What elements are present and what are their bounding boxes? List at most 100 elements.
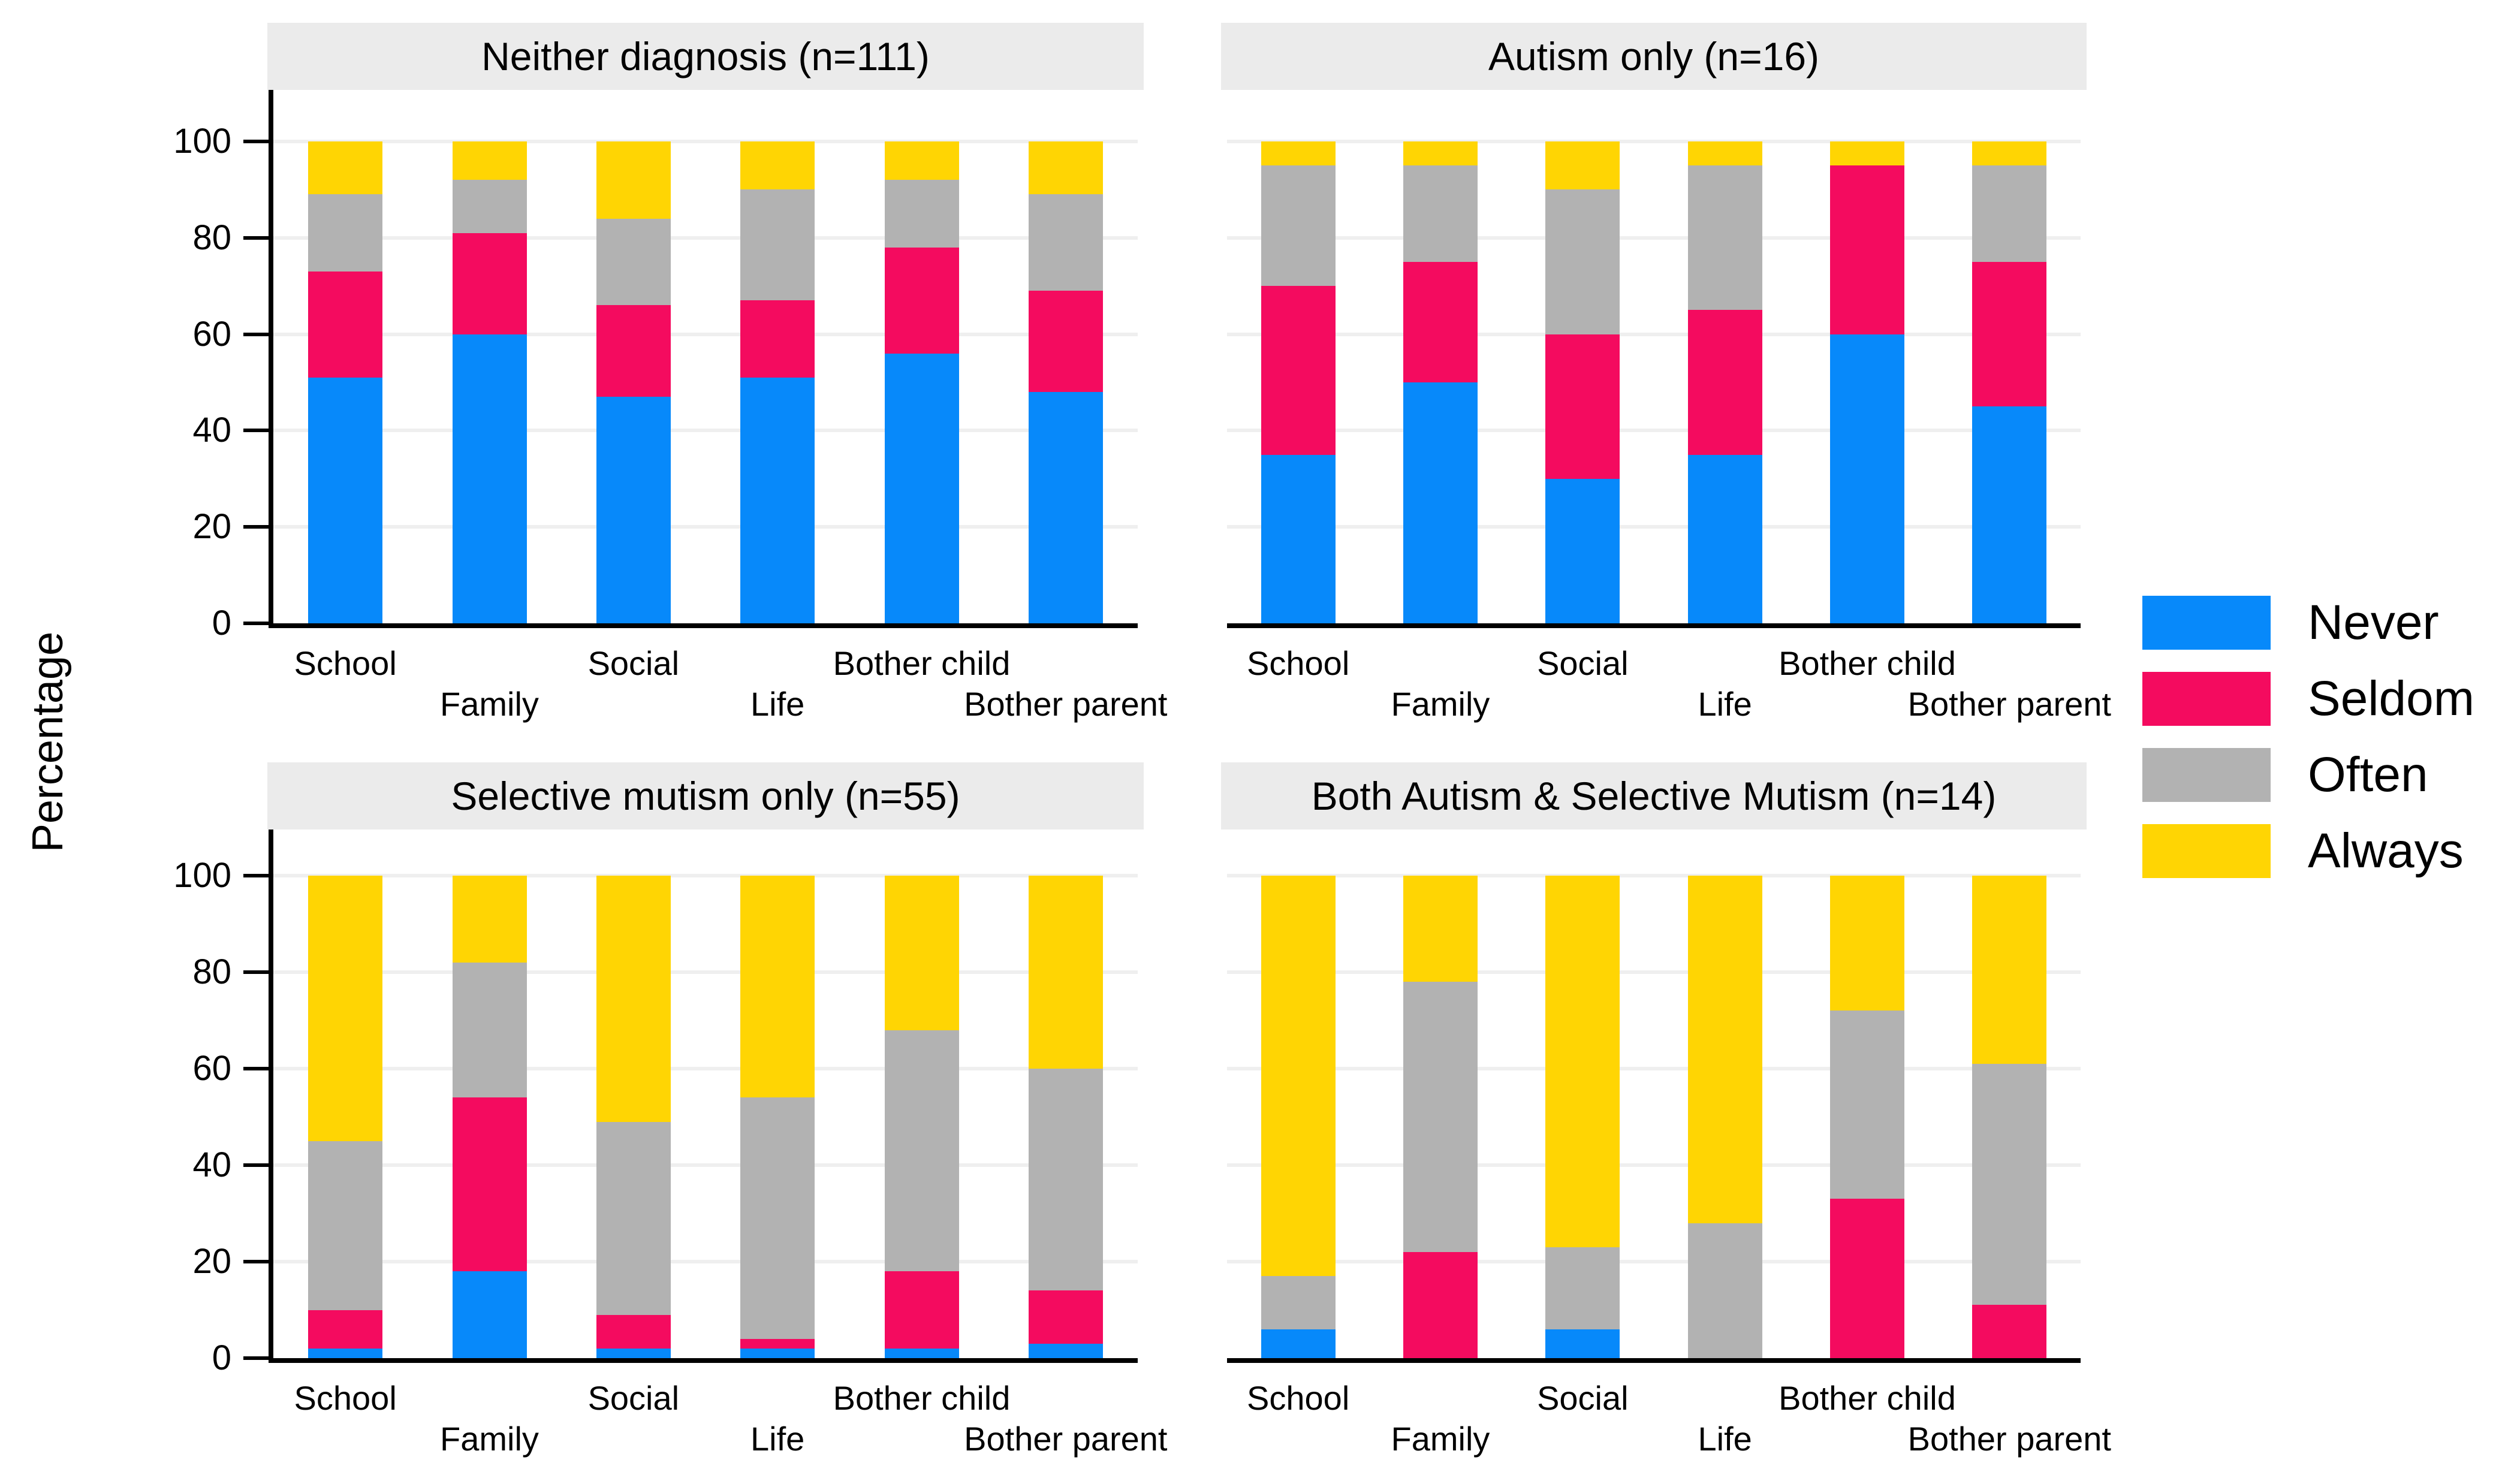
bar-segment-never [1830, 334, 1904, 623]
bar-segment-often [740, 1097, 815, 1339]
x-category-label: Family [440, 1420, 539, 1458]
bar-segment-never [596, 1348, 671, 1358]
y-tick-label: 20 [192, 507, 231, 547]
bar-segment-always [1403, 141, 1478, 166]
bar-segment-often [308, 1141, 383, 1310]
y-tick-mark [243, 1163, 269, 1167]
bar-segment-often [1972, 165, 2047, 262]
bar-segment-never [740, 377, 815, 623]
bar-segment-always [1028, 141, 1103, 195]
gridline-60 [1227, 1067, 2081, 1070]
y-axis-title: Percentage [24, 631, 72, 853]
bar-segment-seldom [1545, 334, 1620, 479]
legend-label: Often [2308, 747, 2428, 802]
bar-segment-often [884, 180, 959, 248]
bar-segment-seldom [1830, 165, 1904, 334]
gridline-40 [1227, 429, 2081, 433]
x-category-label: School [1247, 1379, 1350, 1417]
bar-segment-seldom [452, 1097, 527, 1272]
x-category-label: Life [1698, 685, 1752, 723]
y-tick-label: 20 [192, 1242, 231, 1281]
x-category-label: Bother child [1779, 1379, 1956, 1417]
bar-segment-seldom [1028, 1290, 1103, 1344]
x-axis-line [1227, 1358, 2081, 1363]
bar-segment-often [1261, 165, 1336, 286]
y-tick-mark [243, 525, 269, 529]
bar-segment-often [596, 218, 671, 306]
bar-segment-seldom [308, 272, 383, 378]
panel-title-strip: Neither diagnosis (n=111) [267, 23, 1144, 90]
gridline-100 [273, 874, 1138, 877]
legend-swatch-seldom [2142, 672, 2271, 726]
gridline-80 [273, 970, 1138, 974]
bar-segment-never [1972, 406, 2047, 623]
bar-segment-often [1028, 194, 1103, 291]
bar-segment-always [1261, 141, 1336, 166]
bar-segment-often [1545, 1247, 1620, 1329]
gridline-100 [273, 140, 1138, 143]
y-tick-label: 100 [173, 122, 231, 161]
y-tick-mark [243, 140, 269, 143]
bar-segment-seldom [1687, 310, 1762, 455]
y-tick-mark [243, 332, 269, 336]
y-tick-mark [243, 1067, 269, 1070]
gridline-40 [273, 429, 1138, 433]
gridline-80 [273, 236, 1138, 240]
y-tick-label: 60 [192, 1049, 231, 1088]
bar-segment-often [1403, 982, 1478, 1252]
x-category-label: Bother parent [964, 1420, 1168, 1458]
bar-segment-often [1028, 1069, 1103, 1291]
gridline-100 [1227, 140, 2081, 143]
bar-segment-always [1028, 876, 1103, 1069]
x-category-label: Social [1537, 644, 1629, 682]
panel-title: Selective mutism only (n=55) [451, 774, 960, 818]
bar-segment-always [308, 876, 383, 1141]
y-tick-mark [243, 1356, 269, 1360]
bar-segment-never [1545, 1329, 1620, 1358]
x-category-label: Social [587, 1379, 680, 1417]
x-category-label: School [294, 644, 397, 682]
bar-segment-seldom [308, 1310, 383, 1349]
y-tick-label: 100 [173, 856, 231, 895]
bar-segment-often [1687, 165, 1762, 310]
bar-segment-always [884, 876, 959, 1030]
x-category-label: Bother parent [1907, 1420, 2111, 1458]
bar-segment-always [740, 876, 815, 1098]
bar-segment-never [452, 334, 527, 623]
bar-segment-often [1545, 189, 1620, 334]
bar-segment-seldom [1403, 262, 1478, 382]
panel-title: Both Autism & Selective Mutism (n=14) [1311, 774, 1997, 818]
bar-segment-often [1403, 165, 1478, 262]
bar-segment-seldom [1403, 1251, 1478, 1358]
bar-segment-always [1261, 876, 1336, 1277]
bar-segment-always [1687, 876, 1762, 1223]
x-axis-line [269, 1358, 1138, 1363]
panel-title-strip: Both Autism & Selective Mutism (n=14) [1221, 762, 2087, 830]
legend-label: Never [2308, 595, 2439, 650]
y-tick-label: 40 [192, 1145, 231, 1184]
bar-segment-often [452, 180, 527, 233]
x-category-label: Bother parent [964, 685, 1168, 723]
bar-segment-often [308, 194, 383, 272]
bar-segment-always [596, 141, 671, 219]
panel-title: Autism only (n=16) [1488, 34, 1820, 79]
bar-segment-never [740, 1348, 815, 1358]
bar-segment-often [884, 1030, 959, 1272]
panel-title-strip: Selective mutism only (n=55) [267, 762, 1144, 830]
bar-segment-never [1261, 454, 1336, 623]
bar-segment-seldom [1830, 1199, 1904, 1358]
panel-title-strip: Autism only (n=16) [1221, 23, 2087, 90]
bar-segment-seldom [1261, 286, 1336, 455]
y-tick-mark [243, 236, 269, 240]
bar-segment-always [1687, 141, 1762, 166]
gridline-40 [1227, 1163, 2081, 1167]
bar-segment-seldom [740, 300, 815, 378]
bar-segment-never [884, 1348, 959, 1358]
bar-segment-always [1972, 876, 2047, 1064]
bar-segment-often [452, 962, 527, 1098]
bar-segment-always [1972, 141, 2047, 166]
x-category-label: Family [1391, 685, 1490, 723]
x-category-label: Bother child [1779, 644, 1956, 682]
gridline-60 [1227, 332, 2081, 336]
bar-segment-always [1830, 141, 1904, 166]
